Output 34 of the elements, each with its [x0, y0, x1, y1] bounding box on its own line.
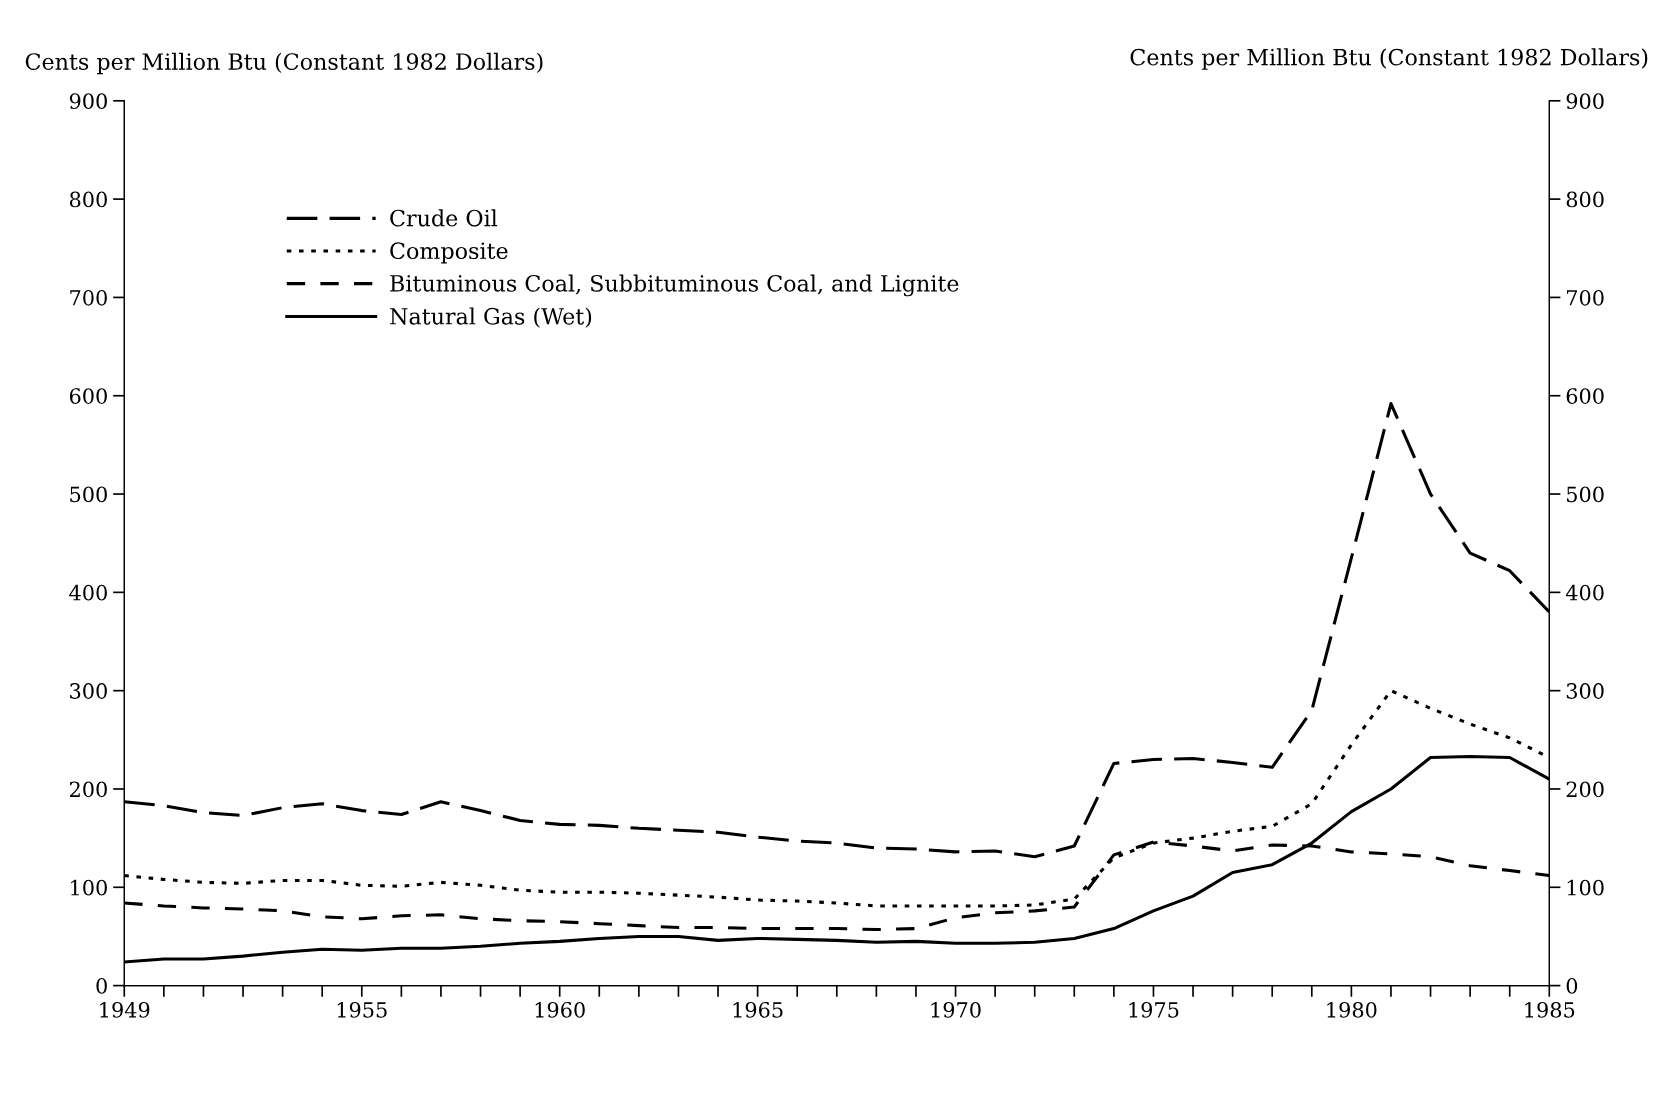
x-tick-label: 1965: [733, 1001, 783, 1018]
y-tick-label: 800: [69, 191, 107, 208]
x-tick-label: 1985: [1525, 1001, 1575, 1018]
legend-label: Natural Gas (Wet): [390, 307, 592, 328]
y-tick-label: 600: [69, 388, 107, 404]
y-tick-label: 900: [69, 93, 107, 110]
y-tick-label: 100: [71, 879, 107, 896]
y2-tick-label: 500: [1567, 486, 1604, 503]
y2-tick-label: 0: [1566, 978, 1578, 994]
y2-tick-label: 400: [1565, 584, 1604, 601]
x-tick-label: 1960: [535, 1001, 585, 1018]
y2-tick-label: 600: [1566, 388, 1604, 404]
y2-tick-label: 300: [1566, 683, 1604, 699]
x-tick-label: 1955: [337, 1001, 387, 1018]
y-tick-label: 400: [69, 584, 107, 601]
x-tick-label: 1970: [931, 1001, 981, 1018]
x-tick-label: 1949: [100, 1001, 150, 1018]
y-tick-label: 700: [70, 289, 107, 306]
y2-tick-label: 100: [1567, 879, 1604, 896]
legend-label: Bituminous Coal, Subbituminous Coal, and Lignite: [390, 274, 959, 297]
y-axis-title: Cents per Million Btu (Constant 1982 Dollars): [25, 52, 543, 75]
y2-tick-label: 800: [1566, 191, 1604, 208]
y2-tick-label: 200: [1566, 781, 1604, 798]
y-tick-label: 200: [69, 781, 107, 798]
x-tick-label: 1980: [1327, 1001, 1377, 1018]
y2-tick-label: 900: [1566, 93, 1604, 110]
x-tick-label: 1975: [1129, 1001, 1179, 1018]
y2-axis-title: Cents per Million Btu (Constant 1982 Dollars): [1130, 48, 1648, 70]
legend-label: Composite: [390, 242, 508, 264]
legend-label: Crude Oil: [390, 209, 498, 227]
y-tick-label: 500: [70, 486, 107, 503]
y-tick-label: 0: [96, 978, 107, 994]
y-tick-label: 300: [70, 683, 107, 699]
y2-tick-label: 700: [1567, 289, 1604, 306]
